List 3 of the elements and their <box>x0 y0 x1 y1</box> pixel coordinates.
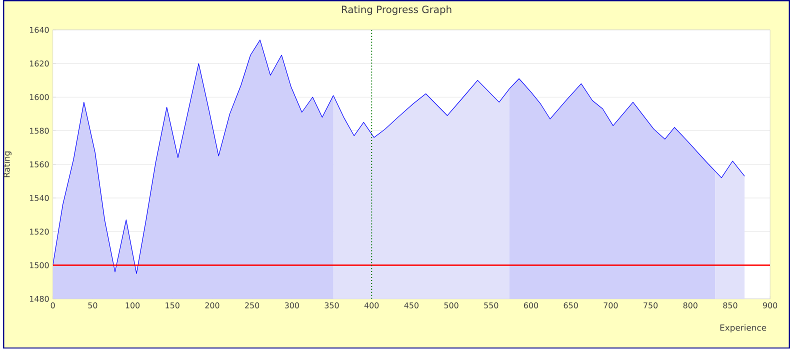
y-axis-title: Rating <box>3 152 12 178</box>
x-axis-title: Experience <box>720 324 766 333</box>
chart-title: Rating Progress Graph <box>342 6 452 16</box>
